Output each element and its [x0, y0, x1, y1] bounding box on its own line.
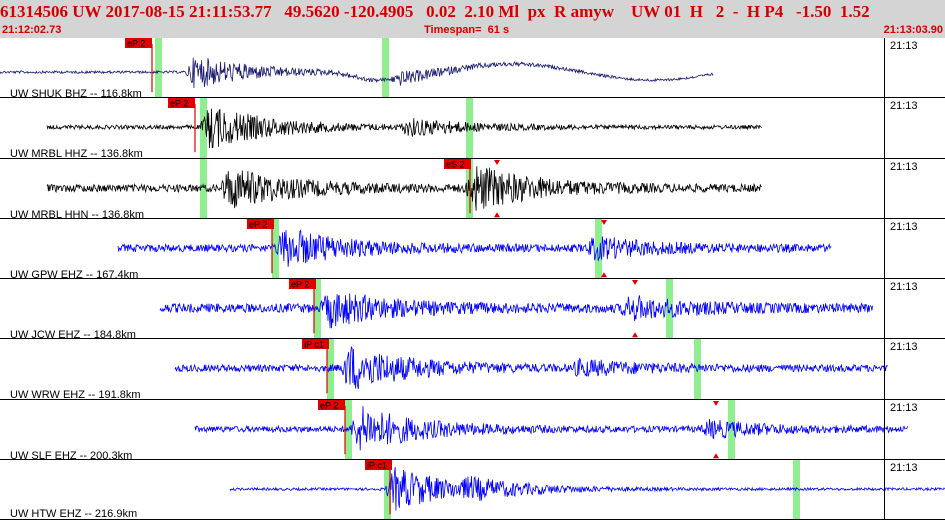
phase-pick-label: eP 2 — [291, 280, 309, 290]
amplitude-marker-top[interactable] — [494, 159, 500, 165]
trace-time-label: 21:13 — [890, 281, 918, 293]
phase-pick-flag[interactable] — [168, 98, 195, 109]
station-label: UW GPW EHZ -- 167.4km — [10, 268, 139, 279]
trace-panel[interactable]: eP 2 21:13 UW SLF EHZ -- 200.3km — [0, 399, 945, 460]
waveform-trace — [117, 229, 832, 267]
seismogram-panels[interactable]: eP 2 21:13 UW SHUK BHZ -- 116.8km eP 2 21:13… — [0, 38, 945, 520]
trace-time-label: 21:13 — [890, 341, 918, 354]
station-label: UW SHUK BHZ -- 116.8km — [10, 88, 142, 99]
time-axis-divider — [884, 98, 885, 158]
pick-window-marker[interactable] — [595, 218, 602, 279]
pick-window-marker[interactable] — [694, 339, 701, 399]
trace-canvas[interactable]: eP 2 — [0, 38, 945, 98]
station-label: UW SLF EHZ -- 200.3km — [10, 449, 133, 460]
trace-time-label: 21:13 — [890, 401, 918, 414]
time-axis-divider — [884, 38, 885, 98]
event-header: 61314506 UW 2017-08-15 21:11:53.77 49.56… — [0, 0, 945, 38]
phase-pick-label: eP 2 — [249, 219, 267, 229]
timespan-label: Timespan= 61 s — [424, 24, 510, 36]
waveform-trace — [46, 108, 762, 149]
window-end-time: 21:13:03.90 — [883, 24, 943, 36]
trace-canvas[interactable]: iP c1 — [0, 339, 945, 399]
phase-pick-label: eP 2 — [170, 99, 188, 109]
phase-pick-label: iP c1 — [367, 460, 387, 470]
time-axis-divider — [884, 279, 885, 339]
trace-panel[interactable]: iP c1 21:13 UW HTW EHZ -- 216.9km — [0, 459, 945, 520]
trace-panel[interactable]: eP 2 21:13 UW SHUK BHZ -- 116.8km — [0, 38, 945, 99]
phase-pick-flag[interactable] — [247, 218, 274, 229]
waveform-trace — [229, 466, 945, 511]
trace-canvas[interactable]: eP 2 — [0, 218, 945, 279]
amplitude-marker-top[interactable] — [713, 400, 719, 406]
amplitude-marker-bottom[interactable] — [632, 332, 638, 338]
trace-canvas[interactable]: eS 2 — [0, 158, 945, 219]
trace-panel[interactable]: eS 2 21:13 UW MRBL HHN -- 136.8km — [0, 158, 945, 219]
trace-time-label: 21:13 — [890, 461, 918, 474]
time-axis-divider — [884, 158, 885, 218]
pick-window-marker[interactable] — [200, 158, 207, 219]
trace-canvas[interactable]: iP c1 — [0, 459, 945, 520]
phase-pick-flag[interactable] — [289, 279, 316, 289]
window-start-time: 21:12:02.73 — [2, 24, 62, 36]
trace-time-label: 21:13 — [890, 100, 918, 113]
event-summary-title: 61314506 UW 2017-08-15 21:11:53.77 49.56… — [0, 2, 870, 21]
station-label: UW JCW EHZ -- 184.8km — [10, 329, 136, 340]
pick-window-marker[interactable] — [382, 38, 389, 98]
phase-pick-flag[interactable] — [302, 339, 329, 350]
amplitude-marker-bottom[interactable] — [494, 211, 500, 217]
trace-panel[interactable]: eP 2 21:13 UW JCW EHZ -- 184.8km — [0, 279, 945, 340]
waveform-trace — [0, 57, 714, 89]
pick-window-marker[interactable] — [384, 459, 391, 520]
trace-time-label: 21:13 — [890, 160, 918, 173]
phase-pick-label: eP 2 — [127, 39, 145, 49]
trace-panel[interactable]: eP 2 21:13 UW MRBL HHZ -- 136.8km — [0, 98, 945, 159]
trace-panel[interactable]: eP 2 21:13 UW GPW EHZ -- 167.4km — [0, 218, 945, 279]
phase-pick-label: eP 2 — [320, 400, 338, 410]
waveform-trace — [46, 165, 762, 211]
trace-panel[interactable]: iP c1 21:13 UW WRW EHZ -- 191.8km — [0, 339, 945, 400]
trace-canvas[interactable]: eP 2 — [0, 98, 945, 158]
time-axis-divider — [884, 339, 885, 399]
phase-pick-flag[interactable] — [365, 459, 392, 470]
trace-canvas[interactable]: eP 2 — [0, 279, 945, 339]
time-axis-divider — [884, 399, 885, 459]
waveform-trace — [159, 293, 873, 329]
station-label: UW MRBL HHZ -- 136.8km — [10, 148, 143, 159]
phase-pick-flag[interactable] — [125, 38, 152, 48]
station-label: UW HTW EHZ -- 216.9km — [10, 507, 138, 520]
time-axis-divider — [884, 459, 885, 519]
pick-window-marker[interactable] — [666, 279, 673, 339]
amplitude-marker-top[interactable] — [632, 280, 638, 285]
phase-pick-label: iP c1 — [304, 340, 324, 350]
time-axis-divider — [884, 218, 885, 278]
pick-window-marker[interactable] — [155, 38, 162, 98]
station-label: UW MRBL HHN -- 136.8km — [10, 208, 145, 219]
phase-pick-flag[interactable] — [318, 399, 345, 410]
phase-pick-label: eS 2 — [446, 159, 465, 169]
phase-pick-flag[interactable] — [444, 158, 471, 169]
waveform-trace — [194, 405, 908, 450]
pick-window-marker[interactable] — [793, 459, 800, 520]
trace-time-label: 21:13 — [890, 220, 918, 233]
amplitude-marker-bottom[interactable] — [601, 272, 607, 277]
amplitude-marker-bottom[interactable] — [713, 452, 719, 458]
pick-window-marker[interactable] — [728, 399, 735, 460]
station-label: UW WRW EHZ -- 191.8km — [10, 389, 141, 400]
waveform-trace — [174, 346, 888, 390]
amplitude-marker-top[interactable] — [601, 219, 607, 225]
trace-time-label: 21:13 — [890, 40, 918, 52]
pick-window-marker[interactable] — [200, 98, 207, 158]
trace-canvas[interactable]: eP 2 — [0, 399, 945, 460]
